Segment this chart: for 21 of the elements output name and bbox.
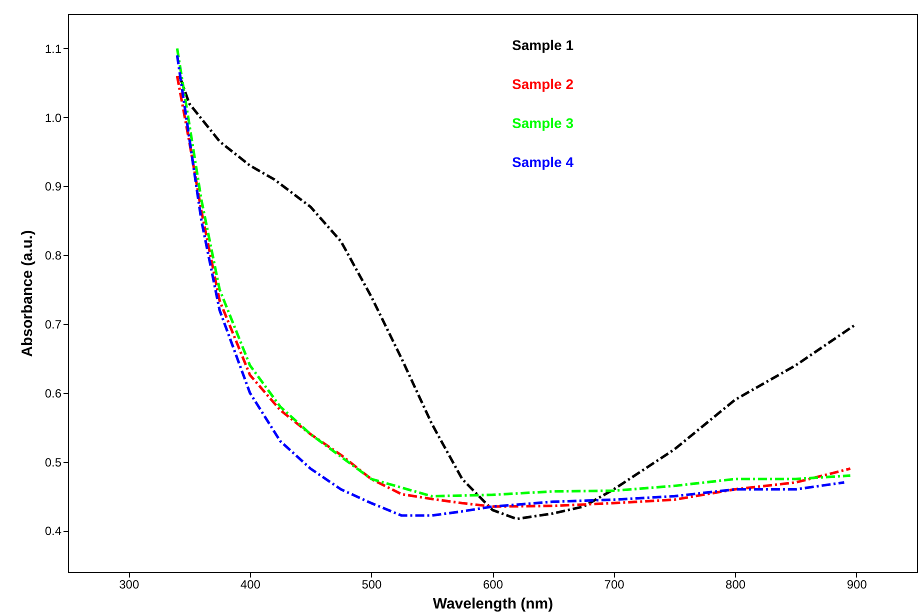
- y-tick-label: 0.6: [44, 386, 62, 400]
- y-tick-label: 0.5: [44, 455, 62, 470]
- y-tick-label: 0.9: [44, 180, 62, 194]
- y-axis-title: Absorbance (a.u.): [18, 230, 36, 357]
- text: Sample 1: [512, 37, 574, 53]
- x-tick-label: 400: [240, 578, 261, 592]
- x-axis-title: Wavelength (nm): [432, 596, 554, 612]
- x-tick-label: 900: [846, 578, 868, 592]
- y-tick-label: 0.4: [44, 524, 62, 538]
- y-tick-label: 0.7: [44, 318, 62, 332]
- x-tick-label: 500: [362, 578, 382, 592]
- text: Sample 4: [512, 154, 574, 170]
- y-tick-label: 0.8: [44, 248, 62, 263]
- x-tick-label: 600: [482, 578, 504, 592]
- y-tick-label: 1.1: [44, 42, 62, 56]
- text: Sample 3: [512, 115, 574, 131]
- y-tick-label: 1.0: [44, 110, 62, 125]
- text: Sample 2: [512, 76, 574, 92]
- x-tick-label: 800: [726, 578, 746, 592]
- x-tick-label: 300: [119, 578, 140, 592]
- x-tick-label: 700: [604, 578, 625, 592]
